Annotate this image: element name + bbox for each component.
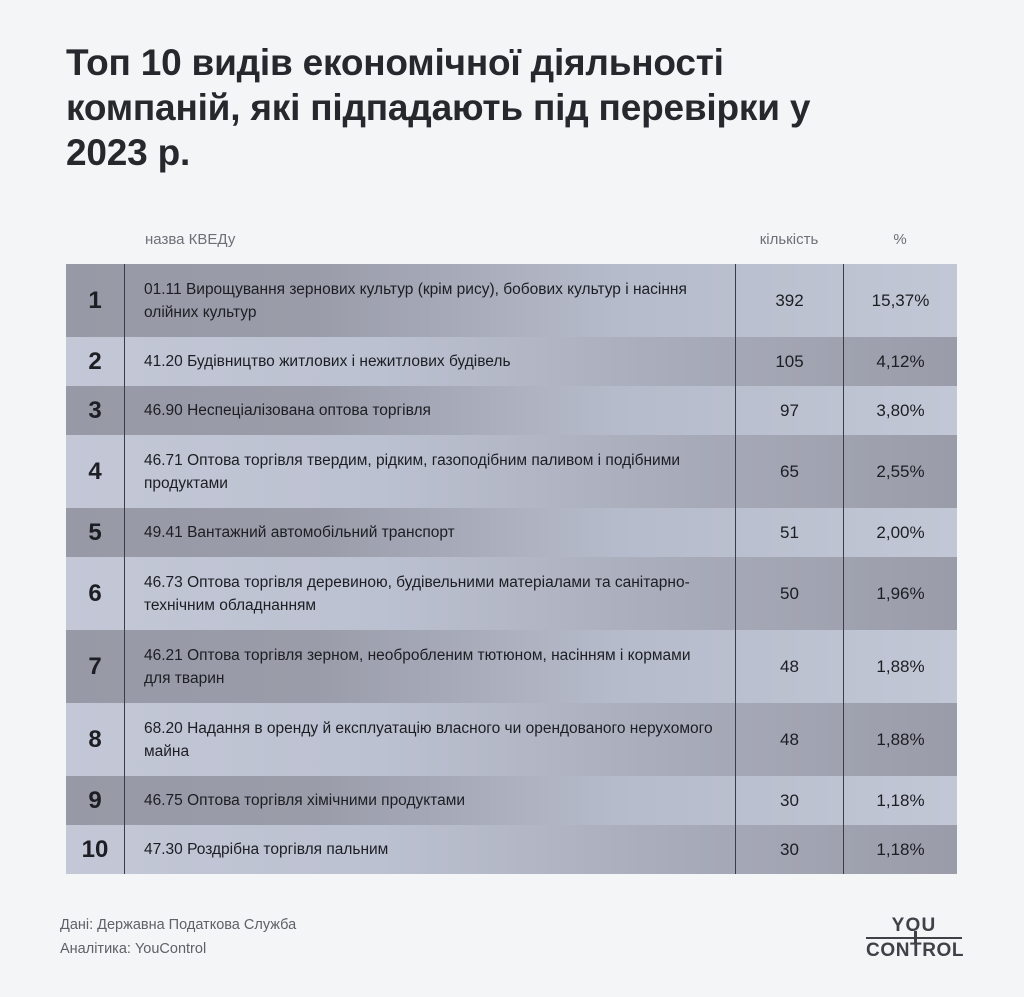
column-header-percent: % bbox=[893, 231, 907, 248]
row-count: 50 bbox=[735, 557, 843, 630]
row-name: 46.71 Оптова торгівля твердим, рідким, г… bbox=[144, 451, 681, 492]
table-row: 5 49.41 Вантажний автомобільний транспор… bbox=[66, 508, 957, 557]
logo-tick-mark bbox=[914, 931, 917, 944]
row-rank: 10 bbox=[66, 825, 125, 874]
row-percent: 2,55% bbox=[843, 435, 957, 508]
row-rank: 2 bbox=[66, 337, 125, 386]
row-percent: 3,80% bbox=[843, 386, 957, 435]
table-row: 9 46.75 Оптова торгівля хімічними продук… bbox=[66, 776, 957, 825]
table-row: 2 41.20 Будівництво житлових і нежитлови… bbox=[66, 337, 957, 386]
footer-credits: Дані: Державна Податкова Служба Аналітик… bbox=[60, 913, 296, 961]
row-count: 65 bbox=[735, 435, 843, 508]
data-source-label: Дані: Державна Податкова Служба bbox=[60, 917, 297, 933]
row-count: 48 bbox=[735, 630, 843, 703]
row-name: 41.20 Будівництво житлових і нежитлових … bbox=[144, 353, 511, 370]
row-count: 105 bbox=[735, 337, 843, 386]
row-count: 48 bbox=[735, 703, 843, 776]
row-percent: 4,12% bbox=[843, 337, 957, 386]
row-rank: 9 bbox=[66, 776, 125, 825]
analytics-label: Аналітика: YouControl bbox=[60, 941, 207, 957]
logo-bottom-label: CONTROL bbox=[866, 940, 965, 962]
row-rank: 4 bbox=[66, 435, 125, 508]
row-count: 392 bbox=[735, 264, 843, 337]
row-name: 46.75 Оптова торгівля хімічними продукта… bbox=[144, 792, 466, 809]
page-title: Топ 10 видів економічної діяльності комп… bbox=[66, 42, 811, 173]
row-name: 47.30 Роздрібна торгівля пальним bbox=[144, 841, 389, 858]
table-row: 7 46.21 Оптова торгівля зерном, необробл… bbox=[66, 630, 957, 703]
row-count: 30 bbox=[735, 776, 843, 825]
row-rank: 1 bbox=[66, 264, 125, 337]
table-row: 10 47.30 Роздрібна торгівля пальним 30 1… bbox=[66, 825, 957, 874]
row-name: 46.21 Оптова торгівля зерном, необроблен… bbox=[144, 646, 691, 687]
row-percent: 1,18% bbox=[843, 776, 957, 825]
row-percent: 1,18% bbox=[843, 825, 957, 874]
row-percent: 15,37% bbox=[843, 264, 957, 337]
youcontrol-logo: YOU CONTROL bbox=[866, 915, 965, 962]
row-rank: 5 bbox=[66, 508, 125, 557]
row-name: 46.90 Неспеціалізована оптова торгівля bbox=[144, 402, 431, 419]
table-row: 8 68.20 Надання в оренду й експлуатацію … bbox=[66, 703, 957, 776]
row-percent: 1,96% bbox=[843, 557, 957, 630]
table-header: назва КВЕДу кількість % bbox=[66, 228, 957, 258]
table-row: 6 46.73 Оптова торгівля деревиною, будів… bbox=[66, 557, 957, 630]
row-name: 46.73 Оптова торгівля деревиною, будівел… bbox=[144, 573, 690, 614]
row-count: 30 bbox=[735, 825, 843, 874]
table-row: 4 46.71 Оптова торгівля твердим, рідким,… bbox=[66, 435, 957, 508]
column-header-name: назва КВЕДу bbox=[145, 231, 236, 248]
row-name: 01.11 Вирощування зернових культур (крім… bbox=[144, 280, 687, 321]
row-percent: 1,88% bbox=[843, 630, 957, 703]
ranking-table: 1 01.11 Вирощування зернових культур (кр… bbox=[66, 264, 957, 874]
row-rank: 7 bbox=[66, 630, 125, 703]
logo-bottom-text: CONTROL bbox=[866, 931, 965, 962]
row-percent: 1,88% bbox=[843, 703, 957, 776]
table-row: 1 01.11 Вирощування зернових культур (кр… bbox=[66, 264, 957, 337]
row-name: 68.20 Надання в оренду й експлуатацію вл… bbox=[144, 719, 713, 760]
column-header-count: кількість bbox=[759, 231, 819, 248]
row-count: 51 bbox=[735, 508, 843, 557]
row-name: 49.41 Вантажний автомобільний транспорт bbox=[144, 524, 455, 541]
table-row: 3 46.90 Неспеціалізована оптова торгівля… bbox=[66, 386, 957, 435]
logo-top-text: YOU bbox=[891, 915, 937, 936]
row-rank: 8 bbox=[66, 703, 125, 776]
row-rank: 6 bbox=[66, 557, 125, 630]
row-count: 97 bbox=[735, 386, 843, 435]
row-rank: 3 bbox=[66, 386, 125, 435]
row-percent: 2,00% bbox=[843, 508, 957, 557]
logo-divider bbox=[866, 937, 962, 940]
